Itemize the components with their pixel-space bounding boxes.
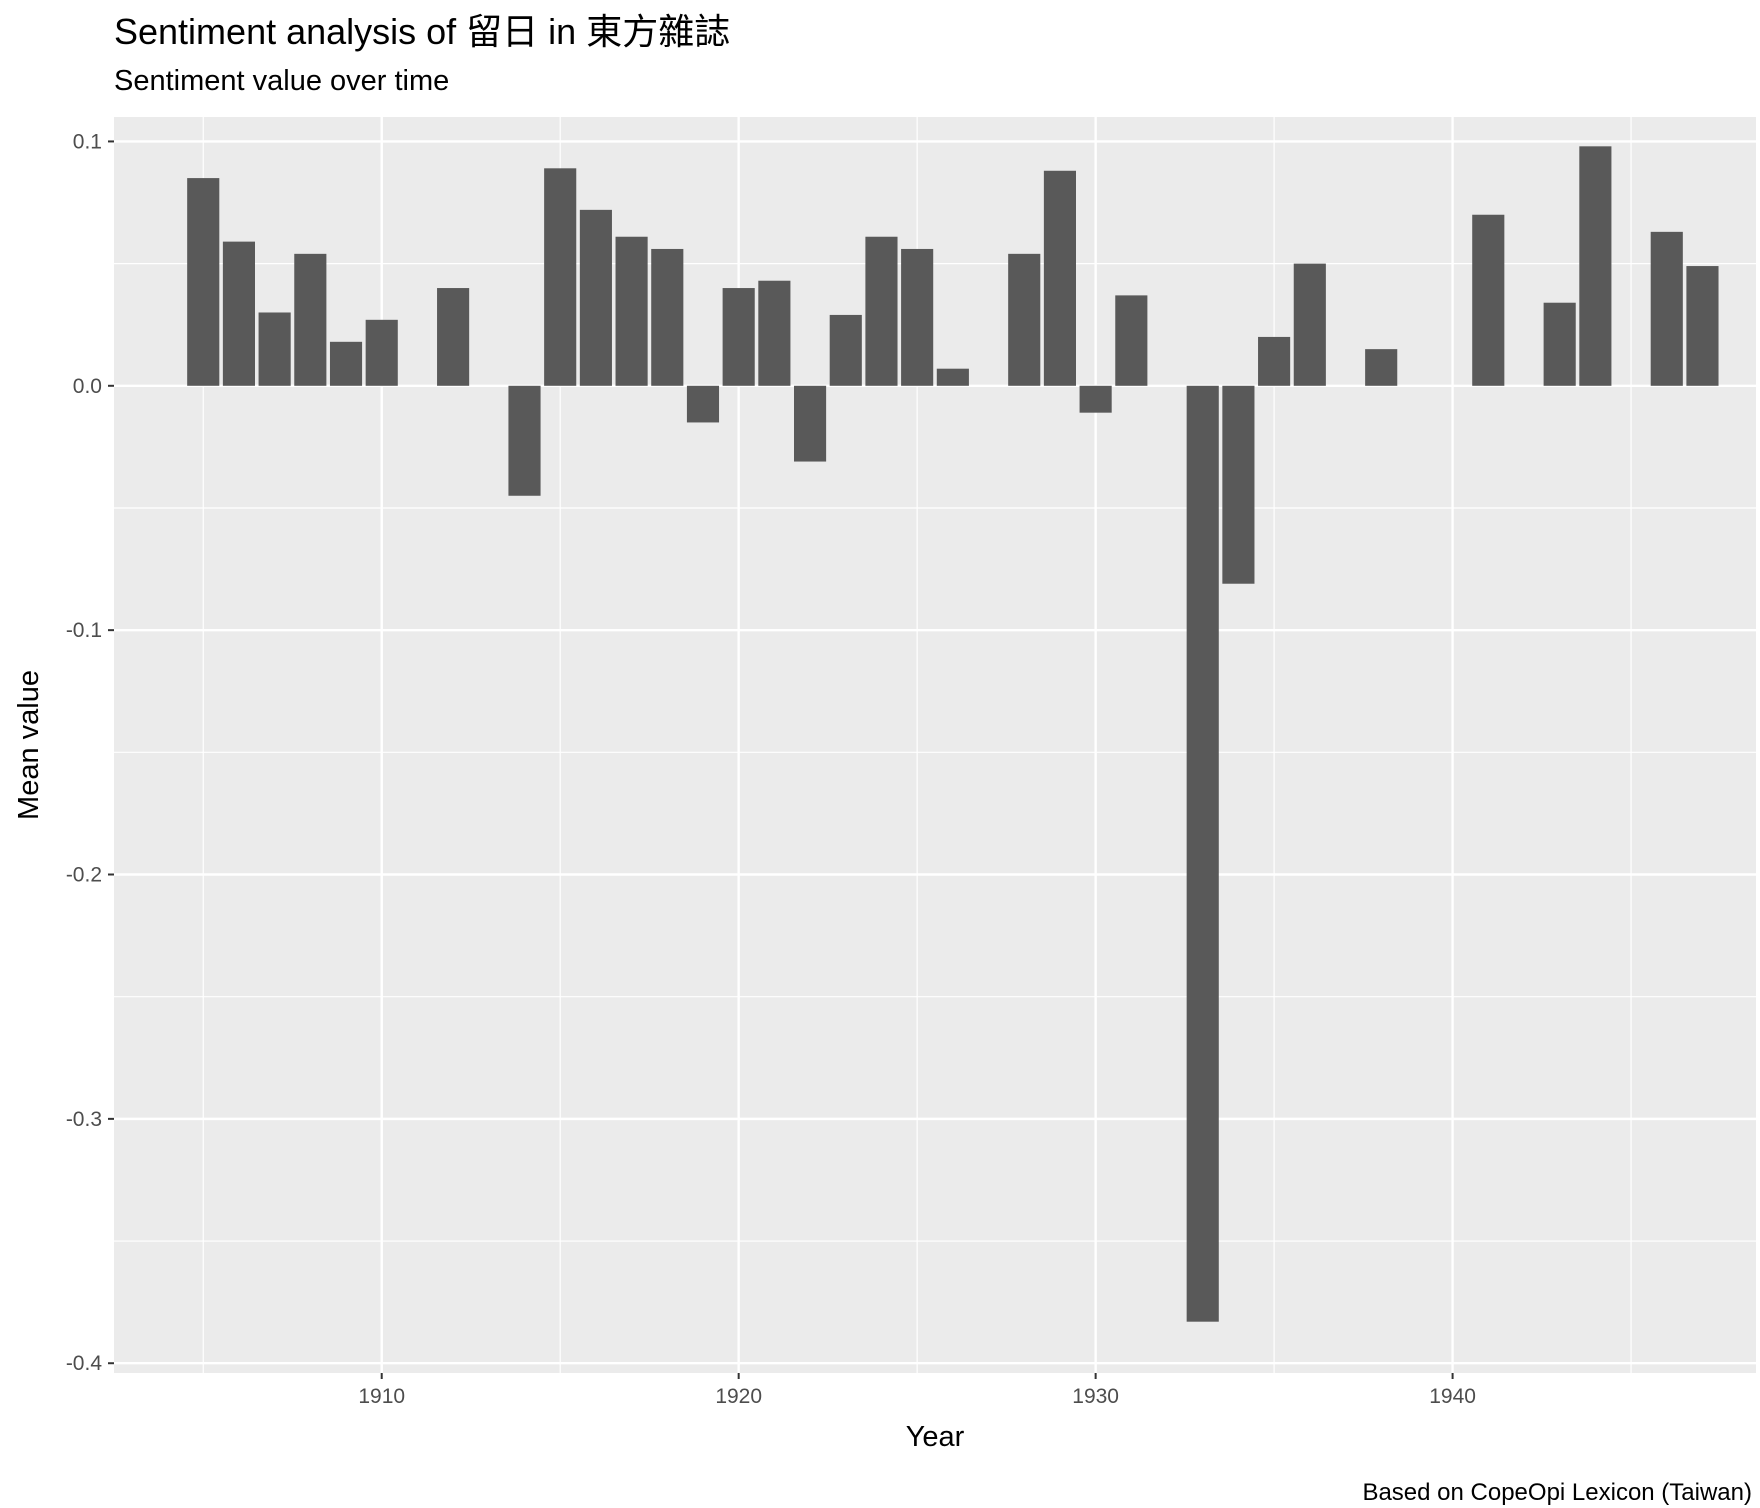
bar — [615, 236, 648, 386]
bar — [901, 248, 934, 386]
bar — [1365, 349, 1398, 386]
bar — [794, 385, 827, 462]
bar — [722, 288, 755, 386]
bar — [579, 209, 612, 386]
bar — [187, 178, 220, 386]
bar — [936, 368, 969, 386]
bar — [1043, 170, 1076, 386]
x-tick-label: 1930 — [1072, 1385, 1119, 1408]
x-axis-title: Year — [906, 1421, 965, 1453]
bar-series — [187, 146, 1719, 1322]
chart-caption: Based on CopeOpi Lexicon (Taiwan) — [1362, 1479, 1752, 1506]
bar — [1079, 385, 1112, 413]
bar — [758, 280, 791, 386]
chart-title: Sentiment analysis of 留日 in 東方雜誌 — [114, 11, 731, 52]
x-tick-label: 1920 — [715, 1385, 762, 1408]
bar — [1115, 295, 1148, 386]
bar — [686, 385, 720, 423]
y-tick-label: -0.3 — [66, 1108, 102, 1131]
y-tick-label: 0.0 — [73, 375, 102, 398]
y-tick-label: -0.2 — [66, 864, 102, 887]
bar — [829, 314, 862, 386]
x-axis-ticks: 1910 1920 1930 1940 — [358, 1373, 1476, 1408]
x-tick-label: 1940 — [1429, 1385, 1476, 1408]
bar — [294, 253, 327, 386]
bar — [1222, 385, 1255, 584]
y-axis-title: Mean value — [13, 670, 45, 820]
plot-panel — [114, 117, 1756, 1373]
bar — [1650, 231, 1683, 386]
y-axis-ticks: -0.4 -0.3 -0.2 -0.1 0.0 0.1 — [66, 130, 114, 1375]
y-tick-label: -0.1 — [66, 619, 102, 642]
bar — [1579, 146, 1612, 386]
bar — [1186, 385, 1219, 1322]
bar — [437, 288, 470, 386]
bar — [1258, 336, 1291, 386]
bar — [544, 168, 577, 386]
y-tick-label: 0.1 — [73, 130, 102, 153]
chart-subtitle: Sentiment value over time — [114, 65, 450, 97]
bar — [1543, 302, 1576, 386]
bar — [329, 341, 363, 386]
y-tick-label: -0.4 — [66, 1352, 103, 1375]
x-tick-label: 1910 — [358, 1385, 405, 1408]
bar — [258, 312, 291, 386]
bar — [651, 248, 684, 386]
bar — [222, 241, 255, 386]
bar — [1293, 263, 1326, 386]
bar — [1008, 253, 1041, 386]
bar — [1686, 266, 1719, 386]
bar — [865, 236, 898, 386]
bar — [365, 319, 398, 386]
bar — [508, 385, 541, 496]
bar — [1472, 214, 1505, 386]
